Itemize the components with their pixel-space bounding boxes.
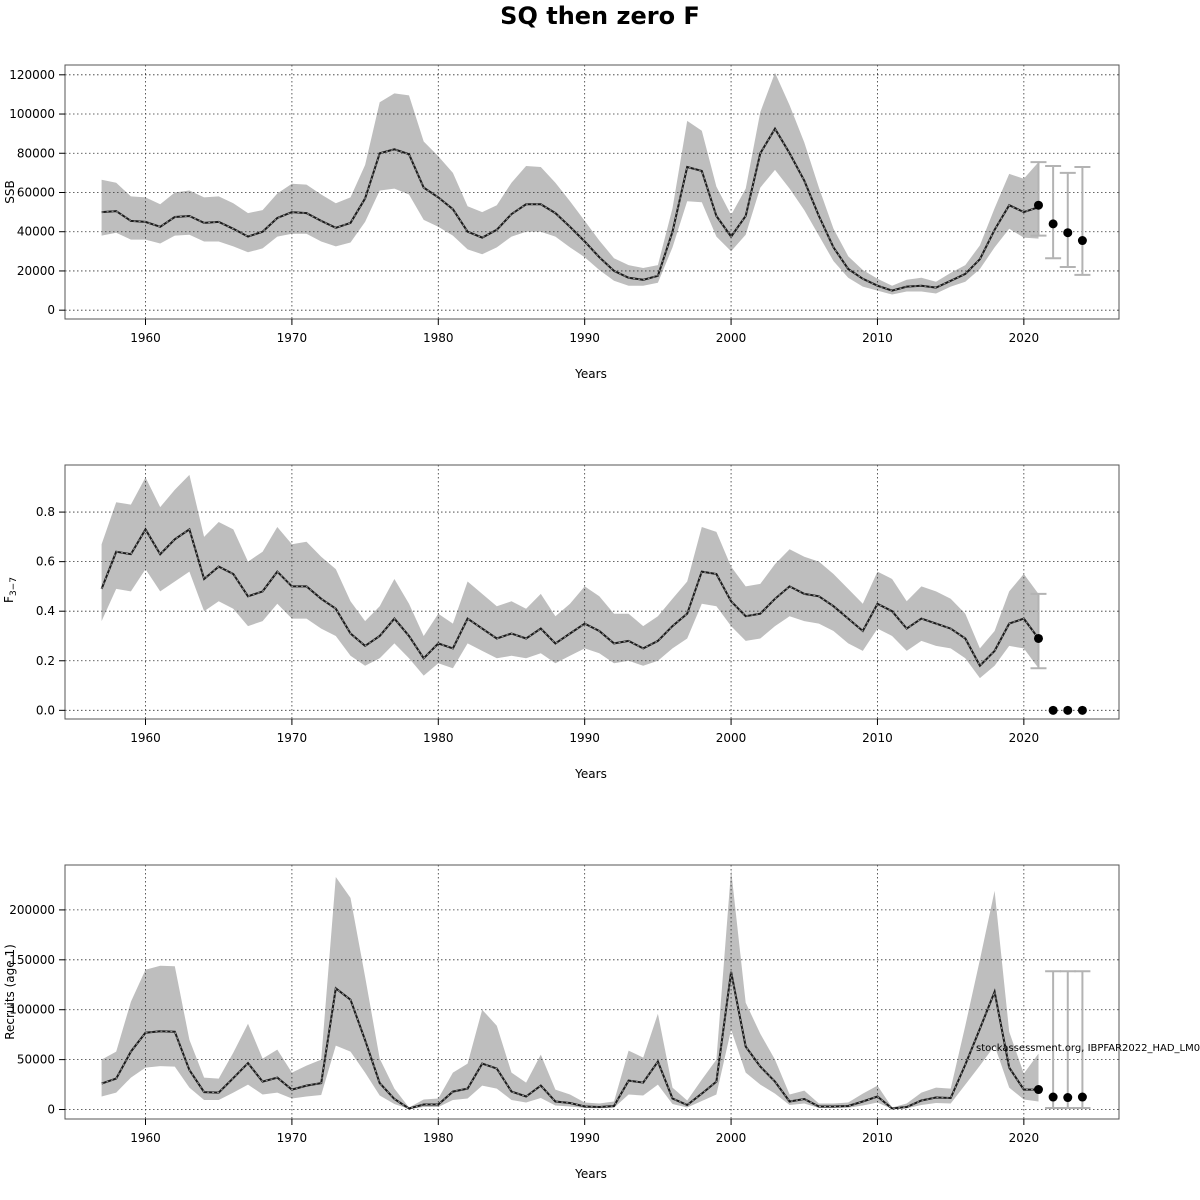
y-tick-label: 150000 [9, 953, 55, 967]
estimate-line-dash [101, 971, 1039, 1110]
x-tick-label: 2010 [862, 1131, 893, 1145]
y-tick-label: 100000 [9, 107, 55, 121]
forecast-point [1063, 1093, 1073, 1103]
x-tick-label: 1980 [423, 331, 454, 345]
x-tick-label: 1960 [130, 331, 161, 345]
x-tick-label: 1990 [569, 331, 600, 345]
forecast-point [1033, 200, 1043, 210]
confidence-band [101, 72, 1039, 295]
panel-2: 1960 1970 1980 1990 2000 2010 2020 0.0 0.2 0.4 0.6… [2, 464, 1120, 781]
forecast-point [1063, 705, 1073, 715]
forecast-point [1033, 1085, 1043, 1095]
y-axis-title-subscript: 3−7 [9, 577, 19, 596]
x-tick-label: 1960 [130, 731, 161, 745]
forecast-point [1077, 236, 1087, 246]
y-tick-label: 0.4 [36, 604, 55, 618]
y-tick-label: 40000 [17, 225, 55, 239]
y-tick-label: 0.8 [36, 505, 55, 519]
panel-1: 1960 1970 1980 1990 2000 2010 2020 0 20000 40000 6… [3, 64, 1120, 381]
x-tick-label: 1970 [277, 731, 308, 745]
plot-frame [64, 464, 1120, 720]
y-tick-label: 60000 [17, 185, 55, 199]
y-tick-label: 0 [47, 1103, 55, 1117]
x-tick-label: 2010 [862, 331, 893, 345]
x-axis-title: Years [574, 367, 607, 381]
x-tick-label: 1980 [423, 1131, 454, 1145]
y-tick-label: 200000 [9, 903, 55, 917]
x-tick-label: 1970 [277, 1131, 308, 1145]
x-tick-label: 2020 [1009, 1131, 1040, 1145]
plot-frame [64, 864, 1120, 1120]
x-tick-label: 1990 [569, 1131, 600, 1145]
forecast-point [1033, 633, 1043, 643]
y-tick-label: 0.0 [36, 703, 55, 717]
forecast-point [1063, 228, 1073, 238]
y-tick-label: 100000 [9, 1003, 55, 1017]
x-tick-label: 1970 [277, 331, 308, 345]
x-tick-label: 2020 [1009, 331, 1040, 345]
y-tick-label: 20000 [17, 264, 55, 278]
forecast-point [1077, 705, 1087, 715]
panels-group: 1960 1970 1980 1990 2000 2010 2020020000400006… [2, 64, 1120, 1181]
chart-title: SQ then zero F [500, 2, 700, 30]
x-tick-label: 1960 [130, 1131, 161, 1145]
confidence-band [101, 870, 1039, 1109]
watermark-text: stockassessment.org, IBPFAR2022_HAD_LM0 [976, 1043, 1200, 1054]
x-tick-label: 2000 [716, 1131, 747, 1145]
x-axis-title: Years [574, 1167, 607, 1181]
forecast-point [1077, 1092, 1087, 1102]
x-tick-label: 2010 [862, 731, 893, 745]
y-axis-title: Recruits (age 1) [3, 944, 17, 1040]
y-tick-label: 0 [47, 303, 55, 317]
forecast-point [1048, 219, 1058, 229]
x-tick-label: 2000 [716, 331, 747, 345]
forecast-point [1048, 1092, 1058, 1102]
y-tick-label: 80000 [17, 146, 55, 160]
y-axis-title: SSB [3, 180, 17, 203]
x-tick-label: 2000 [716, 731, 747, 745]
estimate-line-dash [101, 528, 1039, 667]
panel-3: 1960 1970 1980 1990 2000 2010 2020 0 50000 100000… [3, 864, 1120, 1181]
x-tick-label: 1980 [423, 731, 454, 745]
confidence-band [101, 474, 1039, 679]
y-tick-label: 120000 [9, 68, 55, 82]
y-tick-label: 0.2 [36, 654, 55, 668]
x-axis-title: Years [574, 767, 607, 781]
estimate-line-dash [101, 127, 1039, 292]
y-tick-label: 0.6 [36, 555, 55, 569]
forecast-point [1048, 705, 1058, 715]
y-tick-label: 50000 [17, 1053, 55, 1067]
x-tick-label: 2020 [1009, 731, 1040, 745]
x-tick-label: 1990 [569, 731, 600, 745]
